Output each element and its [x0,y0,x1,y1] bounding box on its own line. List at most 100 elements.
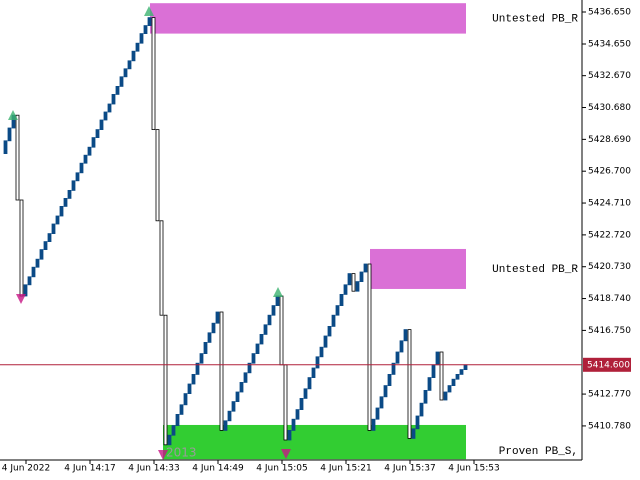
candle [451,378,456,387]
current-price-box [583,357,631,372]
candle [403,329,408,342]
candle [55,215,60,225]
candle [423,389,428,404]
candle [207,332,212,343]
candle [151,17,156,131]
candle [211,322,216,334]
candle [87,146,92,156]
zones: Untested PB_R Untested PB_R Proven PB_S, [150,3,578,460]
candle [111,94,116,105]
candle [243,372,248,383]
candle [83,154,88,164]
candle [199,353,204,364]
down-arrow [281,449,291,459]
candle [375,407,380,420]
candle [363,263,368,273]
candle [431,364,436,378]
candle [251,353,256,364]
x-tick-label: 4 Jun 15:53 [448,464,499,474]
candle [287,429,292,441]
candle [387,373,392,386]
candle [123,68,128,78]
candle [227,410,232,422]
candle [343,284,348,295]
candle [191,373,196,385]
candle [359,271,364,282]
candle [323,335,328,348]
candle [427,377,432,391]
candle [3,140,8,155]
candle [247,362,252,374]
y-tick-label: 5432.670 [588,71,631,81]
candle [307,377,312,390]
candle [407,329,412,439]
zone-label: Untested PB_R [492,264,578,276]
zone-label: Proven PB_S, [499,446,578,458]
current-price-label: 5414.600 [587,360,630,370]
candle [259,333,264,345]
candle [147,17,152,27]
candle [347,273,352,286]
candle [319,346,324,358]
candle [415,415,420,430]
y-tick-label: 5434.650 [588,40,631,50]
candle [183,393,188,406]
candle [99,119,104,130]
candle [299,397,304,410]
candle [235,391,240,402]
candle [163,314,168,446]
candle [95,129,100,139]
candles [3,17,468,446]
candle [67,189,72,199]
candle [131,50,136,62]
candle [203,341,208,354]
candle [139,33,144,44]
candle [399,340,404,353]
candle [219,311,224,431]
candle [215,311,220,324]
signal-arrows [8,6,291,460]
candle [115,86,120,95]
candle [107,103,112,113]
candle [327,325,332,337]
zone-label: Untested PB_R [492,13,578,25]
candle [143,25,148,35]
x-tick-label: 4 Jun 15:37 [384,464,435,474]
candle [283,364,288,441]
candle [15,114,20,201]
candle [175,413,180,426]
candle [231,401,236,412]
candle [351,273,356,292]
candle [255,343,260,354]
candle [339,293,344,306]
candle [315,356,320,369]
watermark: 2013 [166,446,197,460]
candle [435,351,440,366]
candle [419,402,424,417]
y-tick-label: 5426.700 [588,167,631,177]
candle [303,388,308,399]
candle [311,367,316,378]
candle [155,129,160,222]
y-tick-label: 5422.720 [588,230,631,240]
candle [103,111,108,121]
x-tick-label: 4 Jun 2022 [2,464,50,474]
candle [171,425,176,436]
candle [127,60,132,70]
candle [395,351,400,364]
y-tick-label: 5418.740 [588,294,631,304]
candle [463,364,468,370]
candle [51,223,56,234]
candle [75,172,80,182]
candle [119,76,124,87]
candle [79,162,84,174]
candle [263,324,268,335]
candle [411,428,416,439]
candle [335,305,340,316]
candle [291,418,296,431]
candle [27,276,32,286]
y-tick-label: 5410.780 [588,421,631,431]
y-tick-label: 5428.690 [588,135,631,145]
candle [91,137,96,148]
candle [59,205,64,217]
